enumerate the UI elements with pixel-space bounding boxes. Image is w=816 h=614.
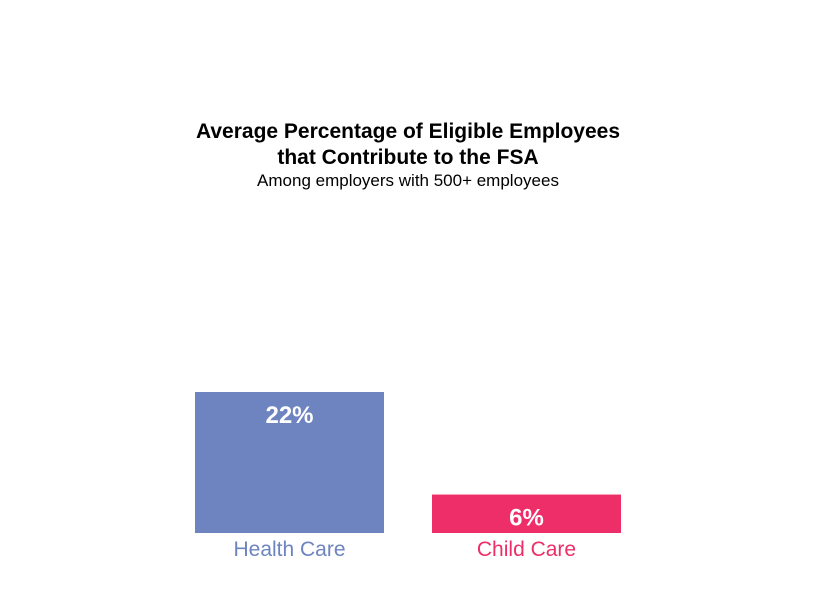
bar-health-care [195,392,384,533]
category-label-health-care: Health Care [233,538,345,561]
data-label-child-care: 6% [509,505,544,532]
chart-title-line-1: Average Percentage of Eligible Employees [195,120,621,143]
chart-title-block: Average Percentage of Eligible Employees… [0,119,816,191]
chart-subtitle: Among employers with 500+ employees [257,171,559,190]
bar-child-care [432,494,621,533]
data-label-health-care: 22% [265,402,313,429]
category-label-child-care: Child Care [477,538,576,561]
chart-title-line-2: that Contribute to the FSA [277,146,539,169]
